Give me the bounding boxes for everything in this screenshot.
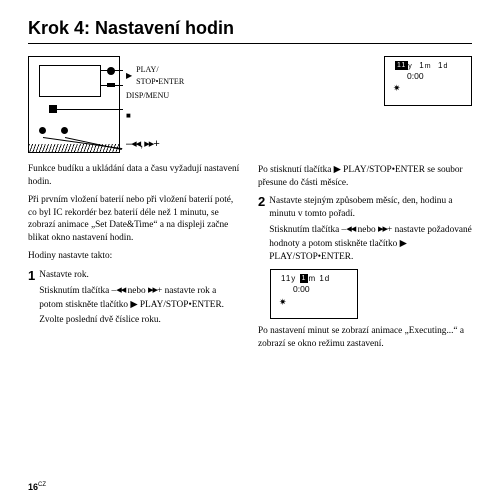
step-1-lead: Nastavte rok. <box>39 269 242 282</box>
disp-label: DISP/MENU <box>126 90 169 102</box>
lcd-mid-blink-icon: ✷ <box>279 296 287 308</box>
right-column: Po stisknutí tlačítka ▶ PLAY/STOP•ENTER … <box>258 163 472 356</box>
lcd-top-date: 11y 1m 1d <box>395 61 448 70</box>
device-frame <box>28 56 120 153</box>
top-illustrations: ▶ PLAY/ STOP•ENTER DISP/MENU ■ –◂◂, ▸▸+ … <box>28 56 472 153</box>
device-illustration: ▶ PLAY/ STOP•ENTER DISP/MENU ■ –◂◂, ▸▸+ <box>28 56 184 153</box>
left-column: Funkce budíku a ukládání data a času vyž… <box>28 163 242 356</box>
s2a: Stisknutím tlačítka – <box>269 225 346 235</box>
s1a: Stisknutím tlačítka – <box>39 286 116 296</box>
page-num-value: 16 <box>28 482 38 492</box>
title-rule <box>28 43 472 44</box>
rewind-icon: ◂◂ <box>116 284 125 296</box>
lcd-mid-time: 0:00 <box>293 284 310 295</box>
stop-square-icon: ■ <box>126 110 131 122</box>
play-triangle-icon: ▶ <box>126 70 132 82</box>
device-labels: ▶ PLAY/ STOP•ENTER DISP/MENU ■ –◂◂, ▸▸+ <box>126 64 184 153</box>
skip-icons: –◂◂, ▸▸+ <box>126 136 159 153</box>
page-number: 16CZ <box>28 482 46 492</box>
play-label: PLAY/ STOP•ENTER <box>136 64 184 88</box>
s1d: PLAY/STOP•ENTER. <box>138 300 224 310</box>
page-num-suffix: CZ <box>38 482 46 488</box>
step-1: 1 Nastavte rok. Stisknutím tlačítka –◂◂ … <box>28 269 242 326</box>
left-p1: Funkce budíku a ukládání data a času vyž… <box>28 163 242 188</box>
page-title: Krok 4: Nastavení hodin <box>28 18 472 39</box>
ffwd-icon-2: ▸▸ <box>378 223 387 235</box>
rewind-icon-2: ◂◂ <box>346 223 355 235</box>
step-2-number: 2 <box>258 195 265 263</box>
left-p2: Při prvním vložení baterií nebo při vlož… <box>28 194 242 244</box>
step-1-text: Stisknutím tlačítka –◂◂ nebo ▸▸+ nastavt… <box>39 286 224 310</box>
lcd-top-time: 0:00 <box>407 71 424 81</box>
right-p1: Po stisknutí tlačítka ▶ PLAY/STOP•ENTER … <box>258 163 472 189</box>
play-icon-3: ▶ <box>400 238 407 248</box>
lcd-top: 11y 1m 1d 0:00 ✷ <box>384 56 472 106</box>
play-icon-2: ▶ <box>334 164 341 174</box>
s1b: nebo <box>125 286 148 296</box>
lcd-top-blink-icon: ✷ <box>393 83 401 94</box>
step-2: 2 Nastavte stejným způsobem měsíc, den, … <box>258 195 472 263</box>
play-icon: ▶ <box>130 299 137 309</box>
lcd-mid-wrap: 11y 1m 1d 0:00 ✷ <box>270 269 472 319</box>
step-1-number: 1 <box>28 269 35 326</box>
step-1-tail: Zvolte poslední dvě číslice roku. <box>39 314 242 327</box>
lcd-mid: 11y 1m 1d 0:00 ✷ <box>270 269 358 319</box>
step-2-lead: Nastavte stejným způsobem měsíc, den, ho… <box>269 195 472 220</box>
s2b: nebo <box>355 225 378 235</box>
ffwd-icon: ▸▸ <box>148 284 157 296</box>
lcd-top-wrap: 11y 1m 1d 0:00 ✷ <box>384 56 472 153</box>
body-columns: Funkce budíku a ukládání data a času vyž… <box>28 163 472 356</box>
lcd-top-year-badge: 11 <box>395 61 408 70</box>
right-p3: Po nastavení minut se zobrazí animace „E… <box>258 325 472 350</box>
lcd-mid-post: m 1d <box>308 274 330 283</box>
left-p3: Hodiny nastavte takto: <box>28 250 242 263</box>
lcd-mid-pre: 11y <box>281 274 300 283</box>
step-2-text: Stisknutím tlačítka –◂◂ nebo ▸▸+ nastavt… <box>269 225 472 261</box>
r1a: Po stisknutí tlačítka <box>258 165 334 175</box>
s2d: PLAY/STOP•ENTER. <box>269 252 353 262</box>
